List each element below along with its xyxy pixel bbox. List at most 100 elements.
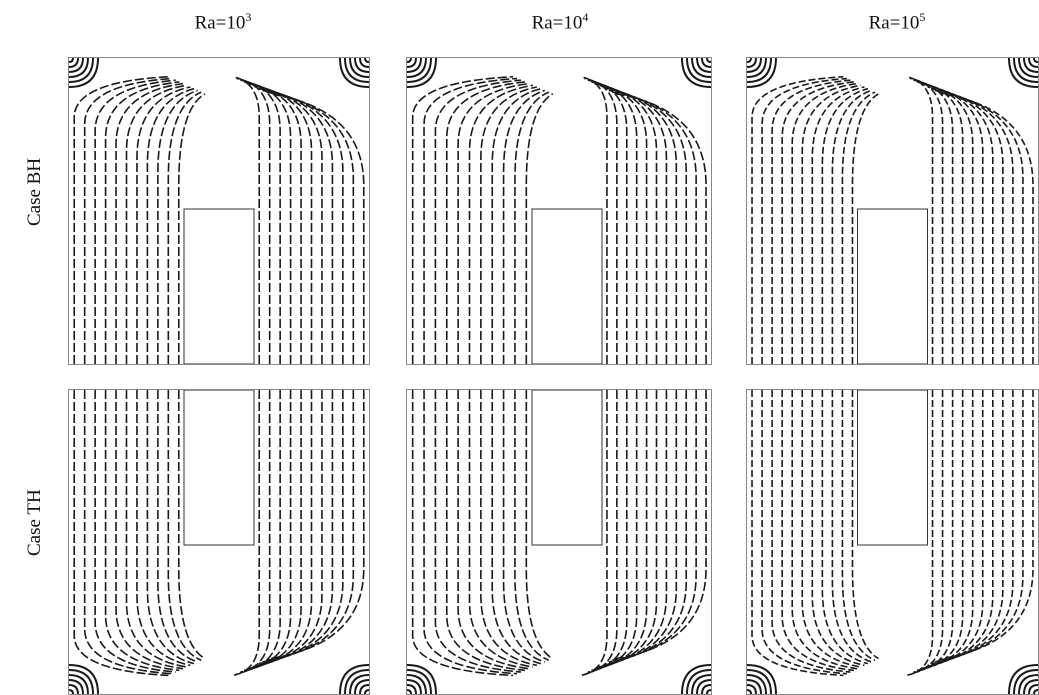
streamline <box>104 390 180 672</box>
column-label-ra-1e3: Ra=103 <box>194 10 252 34</box>
streamline <box>254 86 323 364</box>
column-label-ra-1e4: Ra=104 <box>531 10 589 34</box>
row-label-case-bh: Case BH <box>24 157 45 226</box>
streamline <box>751 76 844 364</box>
streamline <box>177 390 206 660</box>
corner-streamline <box>1033 689 1038 694</box>
streamline <box>115 82 184 364</box>
streamline <box>251 390 313 668</box>
corner-streamline <box>69 58 74 63</box>
corner-streamline <box>1008 664 1038 694</box>
corner-streamline <box>407 664 437 694</box>
streamline <box>236 390 271 675</box>
corner-streamline <box>1028 684 1038 694</box>
corner-streamline <box>407 674 427 694</box>
streamline <box>457 390 529 670</box>
streamline <box>73 390 169 677</box>
streamlines <box>407 390 711 694</box>
streamline <box>938 91 1024 364</box>
streamline <box>920 82 974 364</box>
corner-streamline <box>344 58 369 83</box>
streamline <box>612 91 697 364</box>
panel-bh-ra-1e4 <box>406 57 712 365</box>
panel-th-ra-1e5 <box>746 389 1039 695</box>
corner-streamline <box>1023 58 1038 73</box>
corner-streamline <box>354 679 369 694</box>
corner-streamline <box>747 58 777 88</box>
corner-streamline <box>747 664 777 694</box>
streamline <box>801 390 862 668</box>
streamline <box>761 77 847 364</box>
streamline <box>841 390 876 662</box>
corner-streamline <box>344 669 369 694</box>
streamline <box>125 84 187 364</box>
streamline <box>934 89 1014 364</box>
corner-streamline <box>407 679 422 694</box>
heater-block <box>531 208 603 364</box>
corner-streamline <box>747 58 762 73</box>
corner-streamline <box>691 674 711 694</box>
streamline <box>502 89 546 364</box>
panel-bh-ra-1e5 <box>746 57 1039 365</box>
streamline <box>831 89 872 364</box>
corner-streamline <box>349 58 369 78</box>
corner-streamline <box>747 58 772 83</box>
streamline <box>615 390 707 660</box>
corner-streamline <box>407 58 422 73</box>
heater-block <box>183 390 255 546</box>
corner-streamline <box>686 669 711 694</box>
streamline <box>587 390 628 673</box>
corner-streamline <box>706 58 711 63</box>
corner-streamline <box>747 679 762 694</box>
streamline <box>930 87 1004 364</box>
corner-streamline <box>747 689 752 694</box>
streamline <box>177 93 206 364</box>
corner-streamline <box>696 679 711 694</box>
corner-streamline <box>691 58 711 78</box>
streamline <box>920 390 974 670</box>
corner-streamline <box>407 684 417 694</box>
corner-streamline <box>681 664 711 694</box>
corner-streamline <box>747 669 772 694</box>
corner-streamline <box>69 684 79 694</box>
corner-streamline <box>686 58 711 83</box>
streamline <box>851 390 879 660</box>
streamline <box>525 93 554 364</box>
streamline <box>445 81 526 364</box>
corner-streamline <box>69 58 94 83</box>
streamline <box>941 390 1034 660</box>
corner-streamline <box>69 58 84 73</box>
streamlines <box>69 390 369 694</box>
streamline <box>584 390 618 675</box>
streamline <box>771 79 851 364</box>
streamline <box>445 390 525 672</box>
corner-streamline <box>701 58 711 68</box>
streamline <box>480 390 538 667</box>
streamline <box>411 76 514 364</box>
streamline <box>254 390 323 667</box>
streamline <box>247 82 302 364</box>
streamline <box>580 390 608 677</box>
corner-streamline <box>1023 679 1038 694</box>
streamline <box>115 390 184 670</box>
corner-streamline <box>1013 669 1038 694</box>
corner-streamline <box>69 58 99 88</box>
streamline <box>934 390 1014 663</box>
corner-streamline <box>69 58 89 78</box>
corner-streamline <box>1008 58 1038 88</box>
heater-block <box>531 390 603 546</box>
streamline <box>94 79 176 364</box>
streamline <box>608 89 688 364</box>
streamlines <box>407 58 711 364</box>
corner-streamline <box>69 689 74 694</box>
streamline <box>146 87 195 364</box>
corner-streamline <box>1013 58 1038 83</box>
streamline <box>502 390 546 663</box>
streamline <box>605 87 678 364</box>
corner-streamline <box>706 689 711 694</box>
streamline <box>146 390 195 665</box>
streamline <box>125 390 187 668</box>
streamline <box>269 390 365 660</box>
corner-streamline <box>407 58 437 88</box>
